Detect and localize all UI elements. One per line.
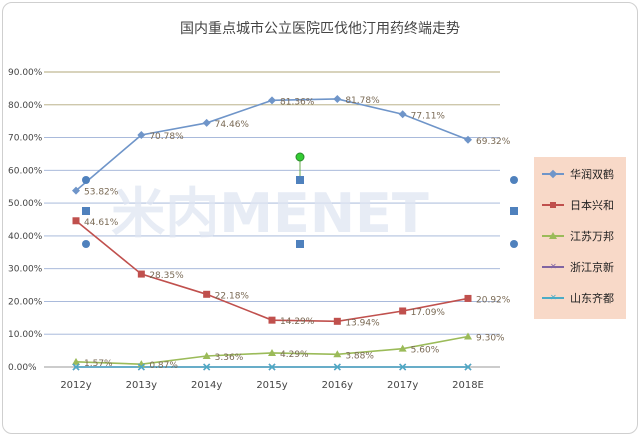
y-tick-label: 60.00% [8, 166, 43, 176]
y-tick-label: 30.00% [8, 265, 43, 275]
data-point [203, 363, 211, 371]
data-point [137, 270, 145, 278]
data-label: 81.78% [345, 96, 380, 106]
data-point [398, 344, 407, 352]
data-point [333, 350, 342, 358]
data-point [333, 94, 342, 103]
data-point [203, 290, 211, 298]
watermark: 米内MENET [111, 182, 429, 245]
data-point [333, 363, 341, 371]
x-tick-label: 2018E [452, 380, 484, 391]
data-point [202, 118, 211, 127]
series-line-0 [75, 98, 469, 192]
y-tick-label: 10.00% [8, 330, 43, 340]
data-point [268, 348, 276, 356]
data-point [72, 363, 80, 371]
y-tick-label: 40.00% [8, 232, 43, 242]
legend-item[interactable]: ✕ 山东齐都 [542, 289, 614, 307]
resize-handle [82, 207, 90, 215]
legend-item[interactable]: 华润双鹤 [542, 165, 614, 183]
data-label: 69.32% [476, 137, 511, 147]
x-tick-label: 2016y [322, 380, 353, 391]
data-point [399, 307, 407, 315]
data-point [398, 110, 407, 119]
resize-handle [82, 176, 90, 184]
data-label: 20.92% [476, 295, 511, 305]
legend-item[interactable]: 江苏万邦 [542, 227, 614, 245]
y-tick-label: 0.00% [8, 363, 37, 373]
data-label: 0.87% [149, 361, 178, 371]
x-tick-label: 2013y [126, 380, 157, 391]
data-label: 13.94% [345, 318, 380, 328]
legend-swatch: ✕ [542, 262, 564, 272]
resize-handle [510, 207, 518, 215]
legend-swatch [542, 200, 564, 210]
legend-label: 浙江京新 [570, 261, 614, 274]
data-point [137, 130, 146, 139]
legend-label: 华润双鹤 [570, 168, 614, 181]
data-point [72, 217, 80, 225]
data-point [202, 351, 211, 359]
legend-swatch: ✕ [542, 293, 564, 303]
data-label: 22.18% [215, 291, 250, 301]
data-point [268, 96, 276, 105]
data-label: 77.11% [411, 111, 446, 121]
chart-title: 国内重点城市公立医院匹伐他汀用药终端走势 [180, 21, 460, 37]
x-tick-label: 2012y [60, 380, 91, 391]
legend-label: 江苏万邦 [570, 230, 614, 243]
data-label: 74.46% [215, 120, 250, 130]
resize-handle [296, 240, 304, 248]
resize-handle [296, 176, 304, 184]
data-point [399, 363, 407, 371]
y-tick-label: 90.00% [8, 68, 43, 78]
data-point [268, 316, 276, 324]
data-point [464, 294, 472, 302]
x-tick-label: 2017y [387, 380, 418, 391]
data-label: 14.29% [280, 317, 315, 327]
data-point [464, 363, 472, 371]
data-point [333, 317, 341, 325]
data-point [72, 357, 80, 365]
data-label: 53.82% [84, 188, 119, 198]
legend-label: 山东齐都 [570, 292, 614, 305]
y-tick-label: 70.00% [8, 134, 43, 144]
legend-label: 日本兴和 [570, 199, 614, 212]
x-tick-label: 2015y [256, 380, 287, 391]
data-label: 81.36% [280, 97, 315, 107]
y-tick-label: 50.00% [8, 199, 43, 209]
y-tick-label: 20.00% [8, 297, 43, 307]
x-tick-label: 2014y [191, 380, 222, 391]
data-label: 3.88% [345, 351, 374, 361]
resize-handle [82, 240, 90, 248]
data-label: 5.60% [411, 346, 440, 356]
legend-item[interactable]: ✕ 浙江京新 [542, 258, 614, 276]
data-label: 44.61% [84, 218, 119, 228]
data-label: 70.78% [149, 132, 184, 142]
legend-swatch [542, 169, 564, 179]
data-label: 3.36% [215, 353, 244, 363]
legend[interactable]: 华润双鹤日本兴和江苏万邦 ✕ 浙江京新 ✕ 山东齐都 [534, 157, 626, 319]
data-label: 4.29% [280, 350, 309, 360]
legend-swatch [542, 231, 564, 241]
data-point [464, 332, 472, 340]
data-point [137, 363, 145, 371]
data-label: 1.57% [84, 359, 113, 369]
rotate-handle [295, 152, 305, 162]
data-point [72, 186, 80, 195]
data-point [464, 135, 472, 144]
y-tick-label: 80.00% [8, 101, 43, 111]
data-label: 17.09% [411, 308, 446, 318]
resize-handle [510, 176, 518, 184]
resize-handle [510, 240, 518, 248]
data-label: 28.35% [149, 271, 184, 281]
data-label: 9.30% [476, 334, 505, 344]
data-point [268, 363, 276, 371]
legend-item[interactable]: 日本兴和 [542, 196, 614, 214]
